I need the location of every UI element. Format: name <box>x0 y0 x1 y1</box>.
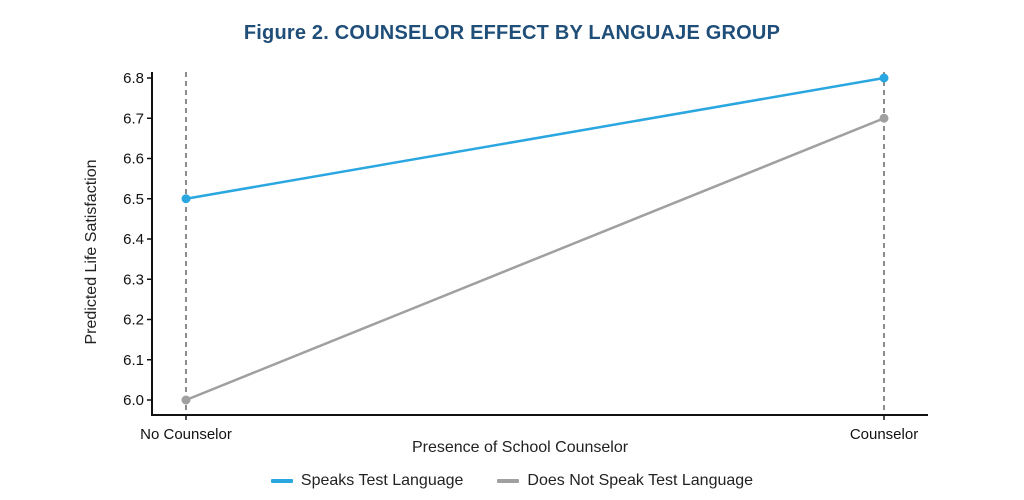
data-point-0-0 <box>181 194 191 204</box>
data-point-0-1 <box>879 73 889 83</box>
series-line-0 <box>185 76 885 200</box>
x-tick-label: No Counselor <box>140 426 232 443</box>
legend: Speaks Test Language Does Not Speak Test… <box>0 472 1024 490</box>
legend-label-does-not-speak: Does Not Speak Test Language <box>527 472 754 489</box>
axes <box>147 72 928 420</box>
y-tick-label: 6.7 <box>123 110 144 127</box>
data-point-1-1 <box>879 113 889 123</box>
x-tick-label: Counselor <box>850 426 918 443</box>
y-tick-label: 6.5 <box>123 191 144 208</box>
y-tick-label: 6.8 <box>123 70 144 87</box>
series-lines <box>181 73 889 405</box>
legend-swatch-does-not-speak <box>497 479 520 483</box>
legend-swatch-speaks <box>270 479 293 483</box>
y-axis-label: Predicted Life Satisfaction <box>83 160 100 345</box>
line-chart: 6.0 6.1 6.2 6.3 6.4 6.5 6.6 6.7 6.8 No Counselor C… <box>83 70 928 456</box>
y-tick-label: 6.2 <box>123 312 144 329</box>
x-axis-label: Presence of School Counselor <box>412 439 629 456</box>
y-tick-label: 6.3 <box>123 271 144 288</box>
legend-label-speaks: Speaks Test Language <box>300 472 464 489</box>
y-tick-label: 6.6 <box>123 151 144 168</box>
chart-title: Figure 2. COUNSELOR EFFECT BY LANGUAJE G… <box>243 22 781 44</box>
tick-labels: 6.0 6.1 6.2 6.3 6.4 6.5 6.6 6.7 6.8 No Counselor C… <box>123 70 918 443</box>
y-tick-label: 6.1 <box>123 352 144 369</box>
series-line-1 <box>185 117 885 402</box>
data-point-1-0 <box>181 395 191 405</box>
y-tick-label: 6.0 <box>123 392 144 409</box>
legend-item-speaks[interactable]: Speaks Test Language <box>270 472 464 490</box>
y-tick-label: 6.4 <box>123 231 144 248</box>
legend-item-does-not-speak[interactable]: Does Not Speak Test Language <box>497 472 753 490</box>
reference-lines <box>185 72 885 415</box>
